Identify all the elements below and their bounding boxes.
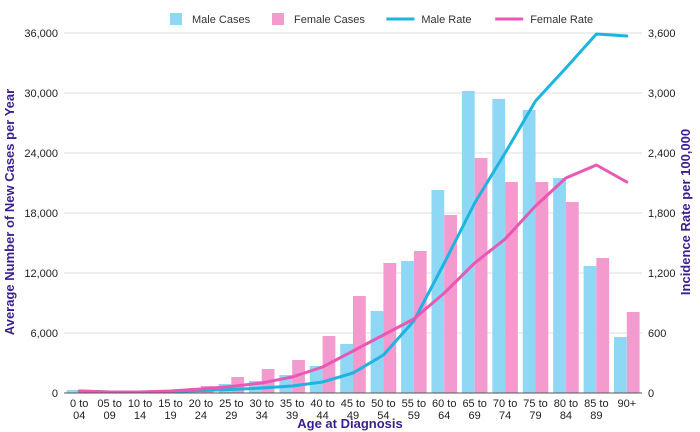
male-rate-legend-label: Male Rate bbox=[421, 14, 471, 26]
x-tick-label: 60 to 64 bbox=[432, 398, 456, 422]
x-tick-label: 30 to 34 bbox=[250, 398, 274, 422]
male-cases-legend-swatch bbox=[170, 13, 182, 25]
y2-axis-title: Incidence Rate per 100,000 bbox=[678, 129, 693, 295]
x-tick-label: 20 to 24 bbox=[189, 398, 213, 422]
y-tick-label: 12,000 bbox=[24, 268, 58, 280]
male-cases-bar bbox=[583, 266, 597, 393]
male-cases-bar bbox=[431, 190, 445, 393]
y2-tick-label: 1,800 bbox=[648, 208, 676, 220]
x-tick-label: 40 to 44 bbox=[310, 398, 334, 422]
female-cases-legend-label: Female Cases bbox=[294, 14, 365, 26]
female-cases-bar bbox=[596, 258, 610, 393]
bars bbox=[66, 91, 640, 393]
y2-tick-label: 600 bbox=[648, 328, 666, 340]
x-tick-label: 85 to 89 bbox=[584, 398, 608, 422]
male-cases-bar bbox=[553, 178, 566, 393]
x-tick-label: 10 to 14 bbox=[128, 398, 152, 422]
x-tick-label: 05 to 09 bbox=[97, 398, 121, 422]
y-tick-label: 0 bbox=[52, 388, 58, 400]
y2-tick-label: 2,400 bbox=[648, 148, 676, 160]
female-cases-bar bbox=[413, 251, 427, 393]
y2-tick-label: 3,000 bbox=[648, 88, 676, 100]
legend: Male Cases Female Cases Male Rate Female Ra… bbox=[170, 13, 593, 26]
gridlines bbox=[64, 32, 642, 394]
x-tick-label: 75 to 79 bbox=[523, 398, 547, 422]
x-tick-label: 90+ bbox=[617, 398, 636, 410]
x-tick-label: 35 to 39 bbox=[280, 398, 304, 422]
male-cases-bar bbox=[66, 390, 80, 393]
x-tick-label: 65 to 69 bbox=[462, 398, 486, 422]
y-tick-label: 30,000 bbox=[24, 88, 58, 100]
female-cases-legend-swatch bbox=[272, 13, 284, 25]
male-cases-bar bbox=[309, 366, 323, 393]
y-tick-label: 36,000 bbox=[24, 28, 58, 40]
axes: 0 0 6,000 600 12,000 1,200 18,000 1,800 24,000 2,… bbox=[24, 28, 675, 422]
male-cases-bar bbox=[614, 337, 627, 393]
x-tick-label: 45 to 49 bbox=[341, 398, 365, 422]
male-cases-bar bbox=[370, 311, 384, 393]
x-tick-label: 55 to 59 bbox=[402, 398, 426, 422]
male-cases-bar bbox=[522, 110, 536, 393]
rate-lines bbox=[77, 32, 629, 394]
female-cases-bar bbox=[474, 158, 488, 393]
male-cases-bar bbox=[461, 91, 475, 393]
x-tick-label: 80 to 84 bbox=[554, 398, 578, 422]
x-tick-label: 15 to 19 bbox=[158, 398, 182, 422]
male-cases-legend-label: Male Cases bbox=[192, 14, 251, 26]
female-rate-legend-label: Female Rate bbox=[530, 14, 593, 26]
y-tick-label: 6,000 bbox=[30, 328, 58, 340]
female-cases-bar bbox=[565, 202, 579, 393]
y2-tick-label: 1,200 bbox=[648, 268, 676, 280]
y-tick-label: 18,000 bbox=[24, 208, 58, 220]
female-cases-bar bbox=[535, 182, 549, 393]
female-rate-line bbox=[77, 163, 629, 394]
y2-tick-label: 3,600 bbox=[648, 28, 676, 40]
y-axis-title: Average Number of New Cases per Year bbox=[2, 89, 17, 335]
female-cases-bar bbox=[383, 263, 397, 393]
x-tick-label: 0 to 04 bbox=[70, 398, 88, 422]
female-cases-bar bbox=[505, 182, 518, 393]
y-tick-label: 24,000 bbox=[24, 148, 58, 160]
female-cases-bar bbox=[626, 312, 640, 393]
x-axis-title: Age at Diagnosis bbox=[297, 416, 402, 431]
y2-tick-label: 0 bbox=[648, 388, 654, 400]
x-tick-label: 25 to 29 bbox=[219, 398, 243, 422]
x-tick-label: 50 to 54 bbox=[371, 398, 395, 422]
x-tick-label: 70 to 74 bbox=[493, 398, 517, 422]
male-cases-bar bbox=[492, 99, 506, 393]
